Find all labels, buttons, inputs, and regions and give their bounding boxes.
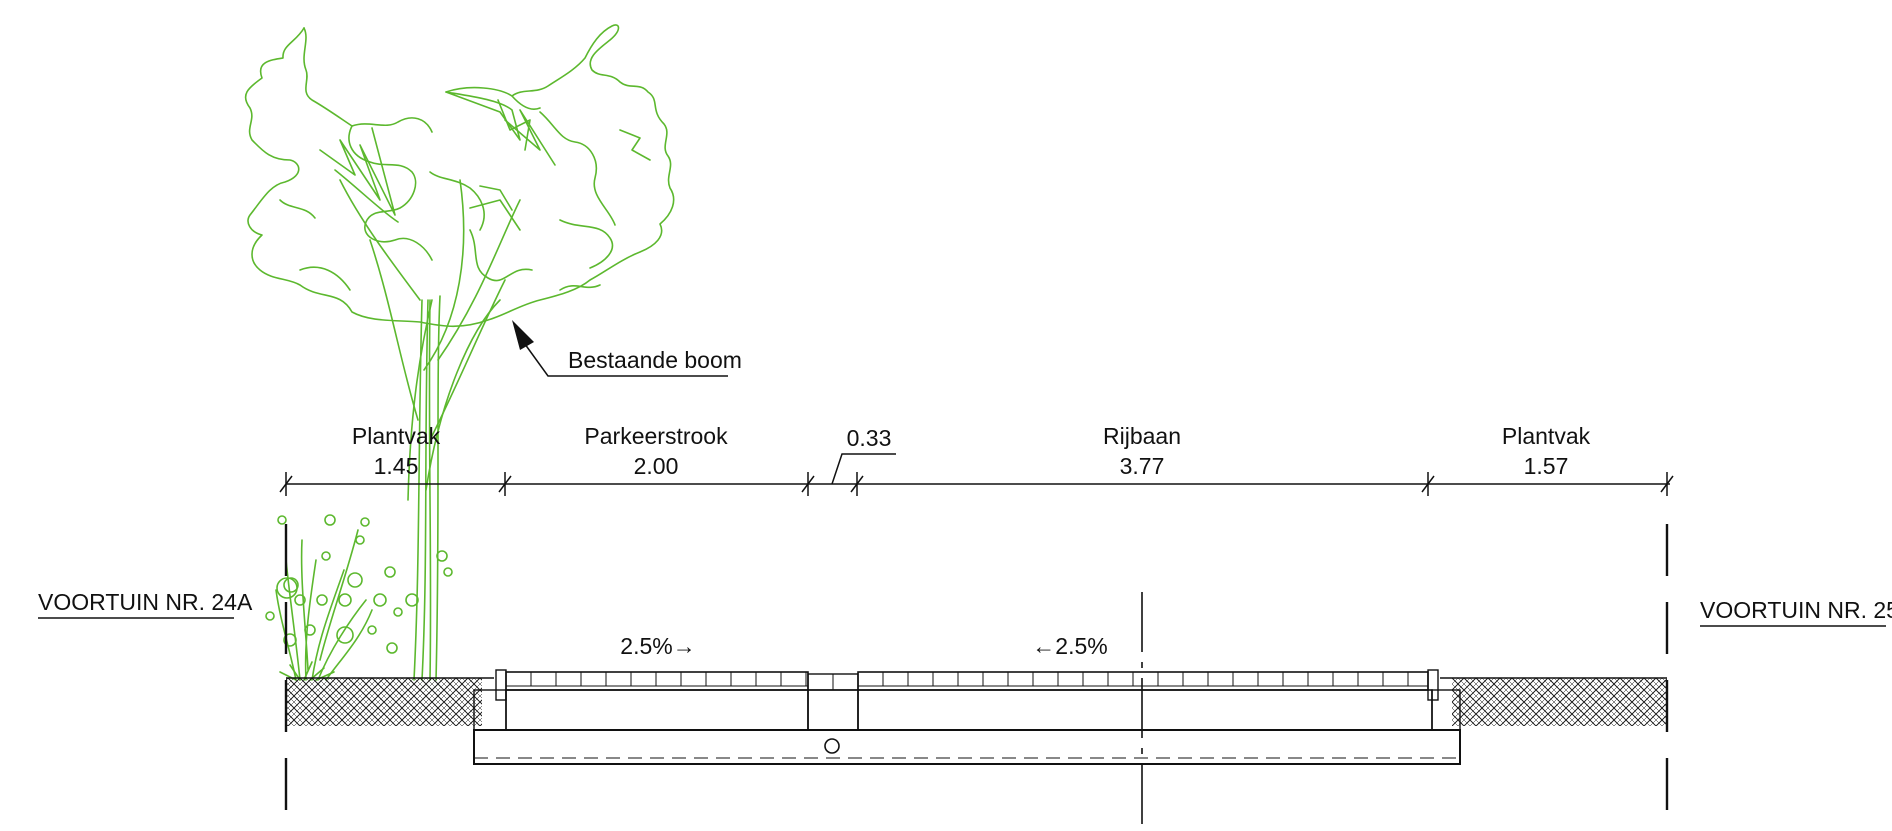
dim-label-plantvak-right: Plantvak [1502,423,1591,449]
boundary-lines [284,524,1669,831]
dim-value-gutter: 0.33 [847,425,892,451]
annotation-label: Bestaande boom [568,347,742,373]
slope-left: 2.5%→ [620,633,695,659]
dimension-line [279,453,1674,496]
boundary-label-right: VOORTUIN NR. 25 [1700,597,1892,623]
shrub-icon [265,514,453,681]
tree-annotation: Bestaande boom [512,320,742,377]
tree-icon [244,24,675,681]
concrete-pattern [505,689,1433,731]
dim-value-parkeerstrook: 2.00 [634,453,679,479]
hatch-pattern [286,677,1667,726]
boundary-labels: VOORTUIN NR. 24A VOORTUIN NR. 25 [38,589,1892,627]
slope-right: ←2.5% [1032,633,1107,659]
dimension-labels: Plantvak 1.45 Parkeerstrook 2.00 0.33 Ri… [352,423,1591,479]
boundary-label-left: VOORTUIN NR. 24A [38,589,253,615]
drain-icon [824,738,840,754]
slope-labels: 2.5%→ ←2.5% [620,633,1107,659]
pavement-structure [473,669,1461,765]
dim-label-rijbaan: Rijbaan [1103,423,1181,449]
dim-value-rijbaan: 3.77 [1120,453,1165,479]
dim-label-parkeerstrook: Parkeerstrook [584,423,728,449]
dim-label-plantvak-left: Plantvak [352,423,441,449]
dim-value-plantvak-right: 1.57 [1524,453,1569,479]
dim-value-plantvak-left: 1.45 [374,453,419,479]
